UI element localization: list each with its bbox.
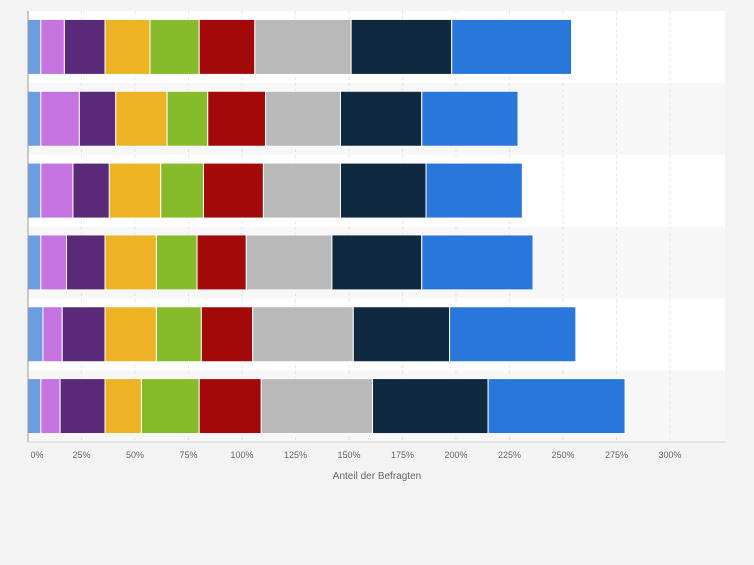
- bar-segment-row2-series9: [421, 90, 519, 147]
- bar-segment-row2-series6: [207, 90, 267, 147]
- x-tick-label: 50%: [126, 450, 144, 460]
- bar-segment-row6-series8: [372, 378, 489, 435]
- bar-segment-row5-series3: [61, 306, 106, 363]
- bar-segment-row3-series2: [40, 162, 74, 219]
- bar-segment-row2-series2: [40, 90, 80, 147]
- bar-segment-row3-series9: [425, 162, 523, 219]
- bar-segment-row5-series8: [352, 306, 451, 363]
- x-tick-label: 225%: [498, 450, 521, 460]
- bar-segment-row4-series2: [40, 234, 68, 291]
- bar-segment-row4-series7: [245, 234, 333, 291]
- bar-segment-row4-series9: [421, 234, 534, 291]
- bar-segment-row3-series1: [27, 162, 42, 219]
- bar-segment-row4-series3: [66, 234, 106, 291]
- x-tick-label: 100%: [230, 450, 253, 460]
- bar-segment-row4-series6: [196, 234, 247, 291]
- bar-segment-row3-series5: [160, 162, 204, 219]
- bar-segment-row1-series6: [198, 18, 256, 75]
- x-tick-label: 125%: [284, 450, 307, 460]
- x-tick-label: 275%: [605, 450, 628, 460]
- bar-segment-row1-series9: [451, 18, 573, 75]
- bar-segment-row5-series4: [104, 306, 157, 363]
- bar-segment-row2-series8: [339, 90, 423, 147]
- bar-segment-row6-series2: [40, 378, 61, 435]
- bar-segment-row6-series9: [487, 378, 626, 435]
- bar-segment-row6-series7: [260, 378, 374, 435]
- x-tick-label: 250%: [551, 450, 574, 460]
- x-tick-label: 0%: [30, 450, 43, 460]
- bar-segment-row2-series1: [27, 90, 42, 147]
- bar-segment-row3-series3: [72, 162, 110, 219]
- bar-segment-row2-series5: [166, 90, 209, 147]
- bar-segment-row2-series7: [265, 90, 341, 147]
- bar-segment-row1-series5: [149, 18, 200, 75]
- bar-segment-row3-series8: [339, 162, 427, 219]
- x-tick-label: 25%: [72, 450, 90, 460]
- x-tick-label: 75%: [179, 450, 197, 460]
- bar-segment-row6-series1: [27, 378, 42, 435]
- bar-segment-row2-series4: [115, 90, 168, 147]
- bar-segment-row5-series5: [155, 306, 202, 363]
- bar-segment-row6-series5: [140, 378, 200, 435]
- bar-segment-row3-series4: [108, 162, 162, 219]
- bar-segment-row4-series8: [331, 234, 423, 291]
- bar-segment-row1-series8: [350, 18, 453, 75]
- bar-segment-row1-series3: [63, 18, 106, 75]
- bar-segment-row5-series1: [27, 306, 44, 363]
- x-tick-label: 300%: [658, 450, 681, 460]
- bar-segment-row5-series2: [42, 306, 63, 363]
- bar-segment-row1-series7: [254, 18, 352, 75]
- x-tick-label: 175%: [391, 450, 414, 460]
- bar-segment-row6-series6: [198, 378, 262, 435]
- bar-segment-row2-series3: [78, 90, 117, 147]
- x-tick-label: 200%: [444, 450, 467, 460]
- bar-segment-row5-series6: [200, 306, 254, 363]
- bar-segment-row5-series9: [449, 306, 577, 363]
- bar-segment-row6-series4: [104, 378, 142, 435]
- bar-segment-row1-series1: [27, 18, 42, 75]
- bar-segment-row4-series1: [27, 234, 42, 291]
- bar-segment-row4-series4: [104, 234, 157, 291]
- bar-segment-row5-series7: [252, 306, 354, 363]
- bar-segment-row1-series2: [40, 18, 65, 75]
- bar-segment-row3-series6: [202, 162, 264, 219]
- bar-segment-row6-series3: [59, 378, 106, 435]
- x-axis-title: Anteil der Befragten: [333, 471, 421, 482]
- x-tick-label: 150%: [337, 450, 360, 460]
- bar-segment-row4-series5: [155, 234, 198, 291]
- bar-segment-row1-series4: [104, 18, 151, 75]
- bar-segment-row3-series7: [262, 162, 341, 219]
